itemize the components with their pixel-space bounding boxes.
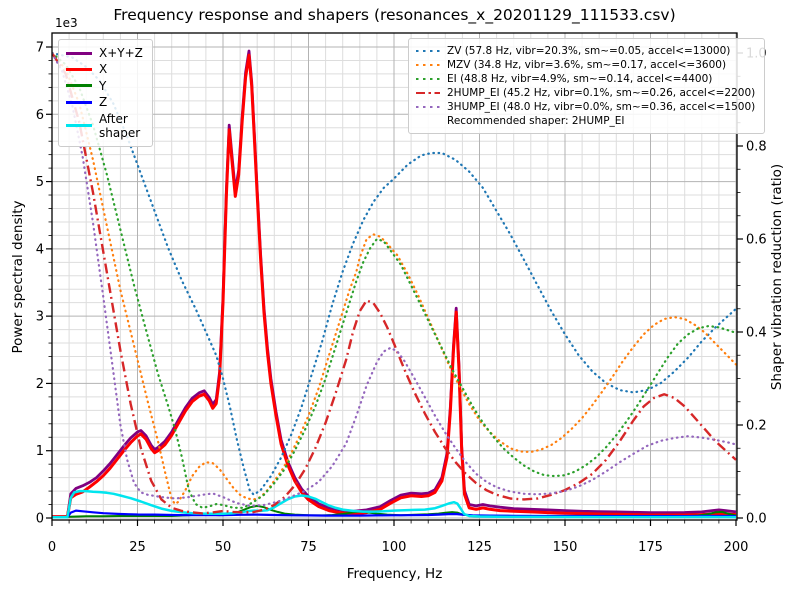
y-axis-offset-text: 1e3 [55, 16, 78, 30]
svg-text:0.8: 0.8 [746, 140, 767, 155]
legend-label: ZV (57.8 Hz, vibr=20.3%, sm~=0.05, accel… [447, 44, 731, 57]
legend-psd-item-2: Y [66, 79, 143, 93]
legend-line-swatch [66, 100, 92, 104]
y-right-axis-label: Shaper vibration reduction (ratio) [769, 164, 785, 390]
legend-label: 3HUMP_EI (48.0 Hz, vibr=0.0%, sm~=0.36, … [447, 100, 756, 113]
legend-line-swatch [66, 124, 92, 128]
legend-line-swatch [66, 68, 92, 72]
tick-marks [46, 46, 743, 526]
series-ei [52, 51, 737, 509]
legend-psd-item-3: Z [66, 95, 143, 109]
legend-label: X [99, 62, 108, 77]
legend-label: 2HUMP_EI (45.2 Hz, vibr=0.1%, sm~=0.26, … [447, 86, 756, 99]
legend-psd-item-0: X+Y+Z [66, 46, 143, 60]
legend-shaper-item-4: 3HUMP_EI (48.0 Hz, vibr=0.0%, sm~=0.36, … [416, 101, 755, 114]
chart-title: Frequency response and shapers (resonanc… [113, 6, 676, 24]
legend-shaper-item-3: 2HUMP_EI (45.2 Hz, vibr=0.1%, sm~=0.26, … [416, 87, 755, 100]
svg-text:4: 4 [36, 242, 44, 257]
legend-footer-row: Recommended shaper: 2HUMP_EI [416, 115, 755, 128]
legend-line-swatch [416, 105, 440, 109]
legend-label: Z [99, 95, 108, 110]
svg-text:125: 125 [467, 540, 492, 555]
svg-text:5: 5 [36, 175, 44, 190]
legend-psd: X+Y+Z X Y Z After shaper [58, 39, 153, 148]
legend-label: Y [99, 78, 107, 93]
svg-text:0.6: 0.6 [746, 233, 767, 248]
legend-shaper-item-2: EI (48.8 Hz, vibr=4.9%, sm~=0.14, accel<… [416, 73, 755, 86]
svg-text:25: 25 [129, 540, 146, 555]
svg-text:0.2: 0.2 [746, 419, 767, 434]
series [52, 49, 737, 519]
svg-text:150: 150 [553, 540, 578, 555]
svg-text:175: 175 [638, 540, 663, 555]
series-x [52, 53, 737, 519]
legend-line-swatch [416, 49, 440, 53]
legend-line-swatch [416, 63, 440, 67]
svg-text:0: 0 [36, 512, 44, 527]
legend-psd-item-4: After shaper [66, 112, 143, 141]
x-axis-label: Frequency, Hz [347, 566, 443, 582]
svg-text:6: 6 [36, 108, 44, 123]
svg-text:3: 3 [36, 310, 44, 325]
legend-label: X+Y+Z [99, 46, 143, 60]
svg-text:1: 1 [36, 444, 44, 459]
series-after-shaper [52, 489, 737, 519]
recommended-shaper-text: Recommended shaper: 2HUMP_EI [447, 114, 625, 127]
legend-label: After shaper [99, 111, 141, 140]
y-left-axis-label: Power spectral density [10, 200, 26, 353]
legend-line-swatch [416, 77, 440, 81]
series-2hump-ei [52, 52, 737, 515]
series-mzv [52, 51, 737, 506]
svg-text:0.4: 0.4 [746, 326, 767, 341]
legend-label: EI (48.8 Hz, vibr=4.9%, sm~=0.14, accel<… [447, 72, 713, 85]
legend-line-swatch [66, 84, 92, 88]
svg-text:100: 100 [382, 540, 407, 555]
svg-text:50: 50 [215, 540, 232, 555]
svg-text:75: 75 [300, 540, 317, 555]
legend-psd-item-1: X [66, 62, 143, 76]
svg-text:0.0: 0.0 [746, 512, 767, 527]
legend-shapers: ZV (57.8 Hz, vibr=20.3%, sm~=0.05, accel… [408, 38, 766, 135]
tick-labels: 0 25 50 75 100 125 150 175 200 0 1 2 3 4 5 6 7 0.0 0.2 0.4 0… [36, 41, 767, 556]
legend-shaper-item-0: ZV (57.8 Hz, vibr=20.3%, sm~=0.05, accel… [416, 45, 755, 58]
series-3hump-ei [52, 51, 737, 507]
legend-shaper-item-1: MZV (34.8 Hz, vibr=3.6%, sm~=0.17, accel… [416, 59, 755, 72]
legend-line-swatch [66, 51, 92, 55]
svg-text:0: 0 [48, 540, 56, 555]
legend-line-swatch [416, 91, 440, 95]
legend-swatch-empty [416, 120, 440, 123]
svg-text:7: 7 [36, 41, 44, 56]
svg-text:200: 200 [724, 540, 749, 555]
svg-text:2: 2 [36, 377, 44, 392]
legend-label: MZV (34.8 Hz, vibr=3.6%, sm~=0.17, accel… [447, 58, 727, 71]
